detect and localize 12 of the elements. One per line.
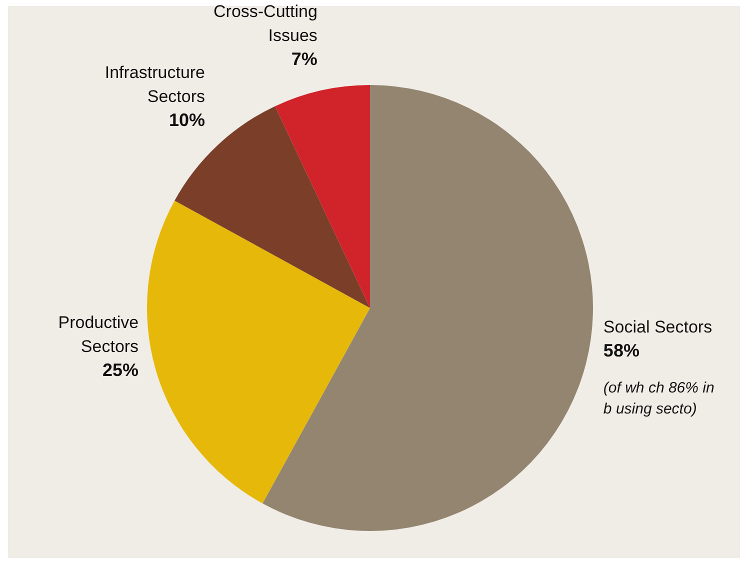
slice-label: Infrastructure Sectors	[104, 63, 206, 106]
slice-label: Social Sectors	[603, 318, 712, 337]
pie-slice	[275, 85, 370, 308]
slice-label: Productive Sectors	[58, 313, 139, 356]
text: (of wh ch 86% in b using secto)	[603, 380, 714, 418]
data-label: 10%	[168, 110, 206, 130]
data-label: 58%	[603, 340, 640, 361]
pie-slice	[262, 85, 593, 531]
data-label: 7%	[291, 48, 318, 69]
slice-label: Cross-Cutting Issues	[214, 2, 318, 45]
data-label: 25%	[102, 360, 139, 380]
pie-slice	[147, 200, 370, 504]
